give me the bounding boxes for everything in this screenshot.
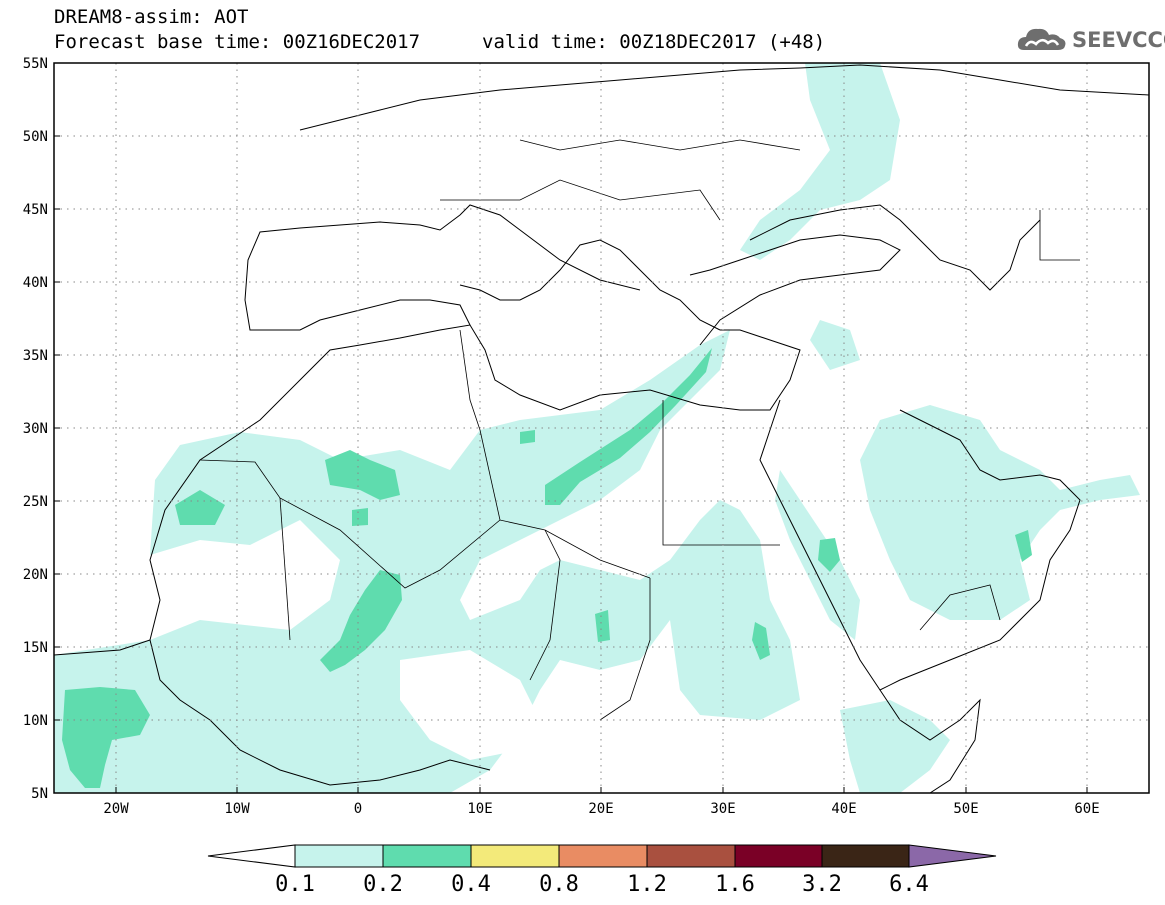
lat-label: 25N <box>23 494 48 510</box>
lon-label: 60E <box>1074 801 1099 817</box>
lon-label: 20E <box>588 801 613 817</box>
lat-label: 5N <box>31 786 48 802</box>
colorbar-swatch-4 <box>558 844 648 868</box>
colorbar-label: 0.8 <box>539 872 579 897</box>
map-title: DREAM8-assim: AOT <box>54 6 249 28</box>
coastlines <box>54 64 1149 793</box>
longitude-labels: 20W 10W 0 10E 20E 30E 40E 50E 60E <box>103 801 1099 817</box>
lon-label: 0 <box>354 801 362 817</box>
colorbar-swatch-1 <box>294 844 384 868</box>
colorbar-swatch-5 <box>646 844 736 868</box>
colorbar-under-triangle <box>207 844 296 868</box>
valid-time: valid time: 00Z18DEC2017 (+48) <box>482 31 826 53</box>
lon-label: 50E <box>953 801 978 817</box>
colorbar-over-triangle <box>908 844 997 868</box>
colorbar-label: 1.2 <box>627 872 667 897</box>
lon-label: 30E <box>710 801 735 817</box>
lat-label: 30N <box>23 421 48 437</box>
lon-label: 20W <box>103 801 129 817</box>
colorbar-swatch-2 <box>382 844 472 868</box>
colorbar-label: 3.2 <box>802 872 842 897</box>
colorbar-swatch-6 <box>734 844 823 868</box>
colorbar-swatch-7 <box>821 844 910 868</box>
lat-label: 50N <box>23 129 48 145</box>
colorbar-label: 6.4 <box>889 872 929 897</box>
lon-label: 10E <box>467 801 492 817</box>
axis-ticks <box>54 62 1088 793</box>
cloud-icon <box>1017 28 1066 50</box>
latitude-labels: 55N 50N 45N 40N 35N 30N 25N 20N 15N 10N … <box>23 56 48 802</box>
lat-label: 20N <box>23 567 48 583</box>
lat-label: 15N <box>23 640 48 656</box>
colorbar-label: 1.6 <box>715 872 755 897</box>
forecast-base-time: Forecast base time: 00Z16DEC2017 <box>54 31 421 53</box>
graticule <box>54 63 1149 793</box>
lat-label: 40N <box>23 275 48 291</box>
logo-text: SEEVCCC <box>1072 28 1165 52</box>
lon-label: 40E <box>831 801 856 817</box>
lon-label: 10W <box>224 801 250 817</box>
colorbar-label: 0.2 <box>363 872 403 897</box>
seevccc-logo: SEEVCCC <box>1016 24 1165 58</box>
colorbar-label: 0.4 <box>451 872 491 897</box>
lat-label: 10N <box>23 713 48 729</box>
country-borders <box>199 139 1080 721</box>
colorbar-label: 0.1 <box>275 872 315 897</box>
colorbar-labels: 0.1 0.2 0.4 0.8 1.2 1.6 3.2 6.4 <box>275 872 929 897</box>
aot-field <box>54 63 1140 793</box>
colorbar-swatch-3 <box>470 844 560 868</box>
lat-label: 55N <box>23 56 48 72</box>
lat-label: 45N <box>23 202 48 218</box>
colorbar <box>207 844 997 868</box>
lat-label: 35N <box>23 348 48 364</box>
